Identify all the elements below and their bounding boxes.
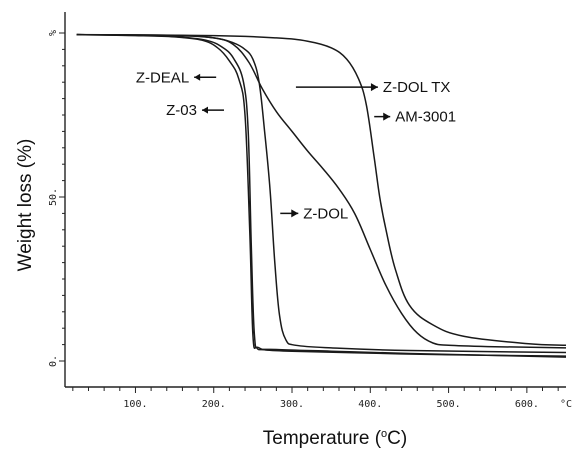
annotations-group: Z-DEAL Z-03 Z-DOL TX AM-3001 Z-DOL — [136, 69, 456, 222]
x-tick-label: 400. — [358, 399, 382, 410]
y-axis-title: Weight loss (%) — [15, 139, 36, 272]
x-tick-label: 500. — [437, 399, 461, 410]
x-axis-title: Temperature (oC) — [263, 428, 407, 449]
x-tick-label: 600. — [515, 399, 539, 410]
x-tick-label: 300. — [280, 399, 304, 410]
annotation-label-z-03: Z-03 — [166, 102, 197, 119]
annotation-label-z-deal: Z-DEAL — [136, 69, 189, 86]
annotation-arrowhead-z-deal — [194, 73, 201, 81]
annotation-label-am-3001: AM-3001 — [395, 109, 456, 126]
annotation-arrowhead-z-dol — [291, 209, 299, 218]
series-group — [76, 33, 567, 358]
annotation-label-z-dol-tx: Z-DOL TX — [383, 79, 451, 96]
series-line-z-dol-tx — [76, 33, 567, 349]
series-line-am-3001 — [76, 33, 567, 347]
x-axis-title-tail: C) — [387, 428, 407, 449]
y-tick-label: % — [48, 30, 59, 36]
x-tick-label: °C — [560, 399, 572, 410]
x-axis-title-main: Temperature ( — [263, 428, 382, 449]
y-tick-label: 50. — [48, 188, 59, 206]
x-tick-label: 100. — [123, 399, 147, 410]
x-tick-label: 200. — [202, 399, 226, 410]
annotation-arrowhead-z-03 — [201, 106, 208, 114]
series-line-z-03 — [76, 33, 567, 358]
y-tick-label: 0. — [48, 355, 59, 367]
annotation-arrowhead-am-3001 — [383, 112, 391, 121]
axes: 100. 200. 300. 400. 500. 600. °C 0. 50.% — [48, 12, 572, 410]
annotation-label-z-dol: Z-DOL — [303, 205, 348, 222]
x-axis-title-sup: o — [381, 428, 387, 440]
annotation-arrowhead-z-dol-tx — [370, 83, 378, 92]
